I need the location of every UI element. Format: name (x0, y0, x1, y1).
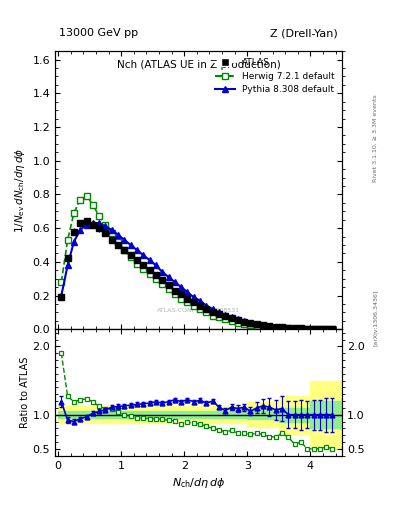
Text: [arXiv:1306.3436]: [arXiv:1306.3436] (373, 289, 378, 346)
X-axis label: $N_\mathrm{ch}/d\eta\,d\phi$: $N_\mathrm{ch}/d\eta\,d\phi$ (172, 476, 225, 490)
Text: ATLAS-CONF-2019-008531: ATLAS-CONF-2019-008531 (157, 308, 240, 313)
Text: Nch (ATLAS UE in Z production): Nch (ATLAS UE in Z production) (117, 59, 280, 70)
Text: Z (Drell-Yan): Z (Drell-Yan) (270, 28, 338, 38)
Text: 13000 GeV pp: 13000 GeV pp (59, 28, 138, 38)
Text: Rivet 3.1.10, ≥ 3.3M events: Rivet 3.1.10, ≥ 3.3M events (373, 94, 378, 182)
Legend: ATLAS, Herwig 7.2.1 default, Pythia 8.308 default: ATLAS, Herwig 7.2.1 default, Pythia 8.30… (212, 56, 338, 97)
Y-axis label: $1/N_\mathrm{ev}\,dN_\mathrm{ch}/d\eta\,d\phi$: $1/N_\mathrm{ev}\,dN_\mathrm{ch}/d\eta\,… (13, 147, 27, 233)
Y-axis label: Ratio to ATLAS: Ratio to ATLAS (20, 357, 29, 428)
